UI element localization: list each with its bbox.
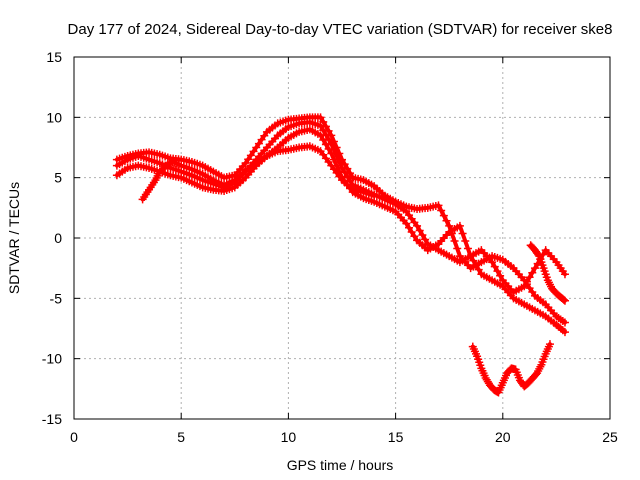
data-point — [402, 219, 411, 228]
data-point-interp — [442, 216, 451, 225]
data-point-interp — [437, 206, 446, 215]
x-tick-label: 25 — [602, 429, 618, 445]
data-point-interp — [410, 232, 419, 241]
data-point-interp — [525, 273, 534, 282]
data-point — [316, 113, 325, 122]
data-point — [370, 191, 379, 200]
data-point-interp — [522, 277, 531, 286]
data-point-interp — [496, 271, 505, 280]
data-point-interp — [321, 140, 330, 149]
data-point-interp — [493, 267, 502, 276]
x-tick-labels: 0 5 10 15 20 25 — [70, 429, 618, 445]
y-tick-label: 15 — [46, 49, 62, 65]
data-point — [413, 221, 422, 230]
axis-ticks — [73, 56, 611, 420]
data-point — [488, 258, 497, 267]
data-point-interp — [324, 145, 333, 154]
series-trace — [114, 115, 567, 325]
x-tick-label: 20 — [495, 429, 511, 445]
data-point-interp — [450, 237, 459, 246]
series-track-d — [138, 142, 379, 204]
data-point-interp — [472, 261, 480, 270]
data-point-interp — [319, 126, 328, 135]
data-point — [560, 296, 569, 305]
data-point — [466, 252, 475, 261]
data-point — [327, 149, 336, 158]
data-point-interp — [418, 230, 427, 239]
x-tick-label: 5 — [177, 429, 185, 445]
x-tick-label: 15 — [388, 429, 404, 445]
data-point — [530, 264, 539, 273]
data-point — [520, 282, 529, 291]
x-tick-label: 0 — [70, 429, 78, 445]
data-point — [434, 201, 443, 210]
y-tick-label: 5 — [54, 170, 62, 186]
data-point-interp — [463, 244, 472, 253]
data-point-interp — [461, 237, 470, 246]
data-point-interp — [319, 135, 328, 144]
y-tick-labels: 15 10 5 0 -5 -10 -15 — [42, 49, 62, 427]
data-point-interp — [439, 211, 448, 220]
data-point — [455, 221, 464, 230]
data-point-interp — [415, 226, 424, 235]
data-point-interp — [469, 256, 478, 265]
data-point-interp — [490, 262, 499, 271]
data-point — [545, 340, 554, 349]
data-point-interp — [407, 227, 416, 236]
data-point — [316, 131, 325, 140]
series-track-a — [112, 113, 569, 327]
data-point-interp — [474, 265, 483, 274]
x-axis-label: GPS time / hours — [287, 457, 394, 473]
y-axis-label: SDTVAR / TECUs — [6, 182, 22, 294]
data-point-interp — [453, 244, 462, 253]
y-tick-label: -5 — [50, 290, 63, 306]
data-point-interp — [343, 172, 352, 181]
data-point — [316, 121, 325, 130]
series-track-e — [468, 340, 554, 397]
grid-lines — [74, 57, 610, 419]
data-point-interp — [534, 250, 543, 259]
data-point — [560, 270, 569, 279]
y-tick-label: -10 — [42, 351, 62, 367]
data-point-interp — [329, 155, 338, 164]
y-tick-label: -15 — [42, 411, 62, 427]
series-track-f — [526, 241, 569, 305]
data-point — [560, 318, 569, 327]
data-point-interp — [559, 295, 568, 304]
y-tick-label: 10 — [46, 109, 62, 125]
y-tick-label: 0 — [54, 230, 62, 246]
chart-title: Day 177 of 2024, Sidereal Day-to-day VTE… — [68, 21, 613, 38]
x-tick-label: 10 — [281, 429, 297, 445]
data-point-interp — [528, 268, 537, 277]
data-point-interp — [458, 229, 467, 238]
data-point — [560, 328, 569, 337]
data-series — [112, 113, 569, 397]
data-point-interp — [421, 235, 430, 244]
data-point-interp — [405, 223, 413, 232]
